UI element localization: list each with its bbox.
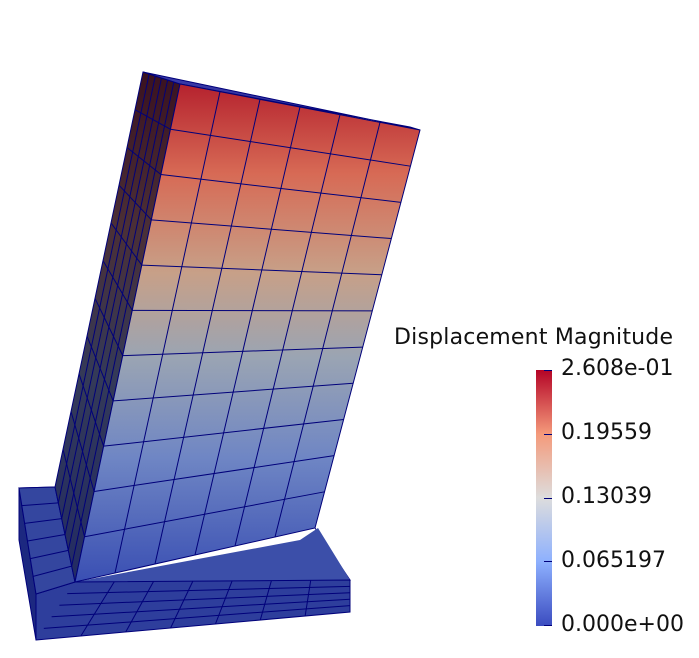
side-grid-hline bbox=[78, 373, 105, 447]
colorbar bbox=[536, 370, 552, 626]
side-grid-hline bbox=[118, 184, 152, 221]
base-left-hline bbox=[24, 518, 62, 524]
front-grid-hline bbox=[132, 309, 373, 312]
base-grid-vline bbox=[214, 580, 233, 625]
base-front-face bbox=[35, 579, 351, 641]
base-grid-hline bbox=[59, 592, 351, 606]
front-grid-hline bbox=[84, 491, 325, 538]
front-grid-vline bbox=[274, 122, 381, 538]
base-grid-vline bbox=[170, 580, 194, 629]
side-grid-hline bbox=[86, 335, 114, 402]
base-grid-lines bbox=[21, 502, 351, 637]
legend-title: Displacement Magnitude bbox=[394, 325, 674, 350]
front-grid-hline bbox=[113, 382, 354, 402]
side-grid-hline bbox=[70, 411, 95, 492]
side-grid-vline bbox=[71, 81, 175, 567]
tick-label-q1: 0.065197 bbox=[561, 548, 666, 573]
side-grid-vline bbox=[57, 73, 150, 503]
front-grid-hline bbox=[141, 264, 382, 276]
base-plate bbox=[18, 486, 351, 641]
side-grid-hline bbox=[102, 260, 133, 311]
front-grid-hline bbox=[94, 455, 335, 492]
column-top-face bbox=[142, 71, 421, 131]
base-grid-hline bbox=[67, 585, 351, 595]
base-grid-vline bbox=[80, 581, 115, 637]
tick-label-mid: 0.13039 bbox=[561, 484, 652, 509]
front-grid-hline bbox=[122, 346, 363, 357]
side-grid-vline bbox=[64, 77, 162, 535]
base-grid-hline bbox=[51, 598, 351, 618]
base-grid-vline bbox=[125, 581, 155, 633]
base-grid-vline bbox=[259, 580, 272, 621]
side-grid-hline bbox=[134, 109, 171, 130]
base-grid-vline bbox=[304, 580, 312, 617]
side-grid-hline bbox=[94, 298, 124, 356]
front-grid-lines bbox=[84, 91, 411, 574]
front-grid-vline bbox=[194, 106, 301, 556]
front-grid-vline bbox=[114, 91, 221, 574]
side-grid-lines bbox=[57, 73, 175, 567]
base-left-hline bbox=[30, 549, 69, 560]
base-left-hline bbox=[33, 565, 72, 577]
tick-label-q3: 0.19559 bbox=[561, 420, 652, 445]
tick-label-max: 2.608e-01 bbox=[561, 356, 674, 381]
base-grid-hline bbox=[43, 605, 351, 629]
front-grid-vline bbox=[234, 114, 341, 547]
side-grid-vline bbox=[67, 79, 169, 551]
front-grid-vline bbox=[154, 99, 261, 565]
side-grid-hline bbox=[110, 222, 143, 266]
base-left-hline bbox=[21, 502, 59, 507]
side-grid-hline bbox=[126, 147, 162, 175]
side-grid-vline bbox=[61, 75, 156, 519]
front-grid-hline bbox=[160, 174, 401, 203]
base-left-hline bbox=[27, 534, 66, 542]
base-top-surface bbox=[19, 487, 350, 582]
tick-label-min: 0.000e+00 bbox=[561, 612, 684, 637]
front-grid-hline bbox=[170, 128, 411, 167]
colorbar-ticks bbox=[544, 370, 552, 626]
side-grid-hline bbox=[62, 449, 86, 537]
front-grid-hline bbox=[151, 219, 392, 240]
front-grid-hline bbox=[103, 418, 344, 447]
